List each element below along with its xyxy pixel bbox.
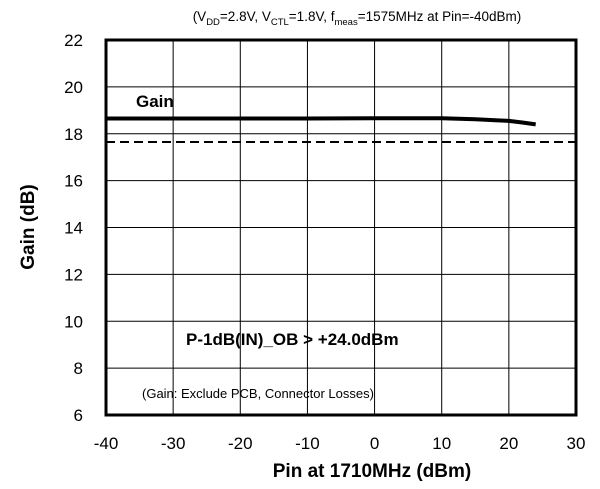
header-part-4: =1575MHz at Pin=-40dBm) [358,9,522,24]
y-tick-label-0: 6 [74,406,83,425]
x-tick-label-7: 30 [567,434,586,453]
chart-header: (VDD=2.8V, VCTL=1.8V, fmeas=1575MHz at P… [193,9,522,28]
y-axis-label: Gain (dB) [18,184,39,270]
x-tick-labels: -40 -30 -20 -10 0 10 20 30 [94,434,586,453]
y-tick-label-5: 16 [64,172,83,191]
series-layer [106,116,576,143]
header-sub-2: CTL [271,17,289,28]
plot-frame [104,38,578,417]
x-tick-label-1: -30 [161,434,186,453]
x-axis-label: Pin at 1710MHz (dBm) [273,461,471,482]
y-tick-label-2: 10 [64,312,83,331]
header-part-3: =1.8V, f [289,9,335,24]
y-tick-label-7: 20 [64,78,83,97]
p1db-annotation: P-1dB(IN)_OB > +24.0dBm [186,330,399,349]
x-tick-label-5: 10 [432,434,451,453]
loss-note: (Gain: Exclude PCB, Connector Losses) [142,386,374,401]
x-tick-label-6: 20 [499,434,518,453]
y-tick-label-3: 12 [64,265,83,284]
gain-series-line [106,116,536,127]
y-tick-label-8: 22 [64,31,83,50]
x-tick-label-3: -10 [295,434,320,453]
y-tick-label-1: 8 [74,359,83,378]
x-tick-label-4: 0 [370,434,379,453]
y-tick-label-4: 14 [64,219,83,238]
y-tick-labels: 6 8 10 12 14 16 18 20 22 [64,31,83,425]
x-tick-label-0: -40 [94,434,119,453]
header-part-2: =2.8V, V [220,9,271,24]
grid-lines [105,39,577,416]
header-sub-3: meas [334,17,357,28]
header-sub-1: DD [206,17,220,28]
header-part-1: (V [193,9,207,24]
gain-series-label: Gain [136,92,174,111]
x-tick-label-2: -20 [228,434,253,453]
y-tick-label-6: 18 [64,125,83,144]
